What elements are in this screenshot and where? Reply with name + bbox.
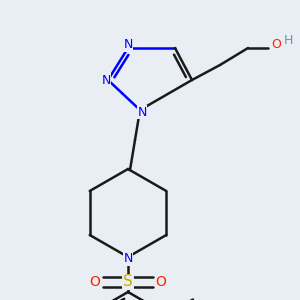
Text: H: H — [283, 34, 293, 46]
Text: N: N — [123, 38, 133, 52]
Text: O: O — [90, 275, 101, 289]
Text: O: O — [271, 38, 281, 52]
Text: S: S — [123, 274, 133, 290]
Text: N: N — [137, 106, 147, 118]
Text: N: N — [101, 74, 111, 86]
Text: N: N — [123, 253, 133, 266]
Text: O: O — [156, 275, 167, 289]
